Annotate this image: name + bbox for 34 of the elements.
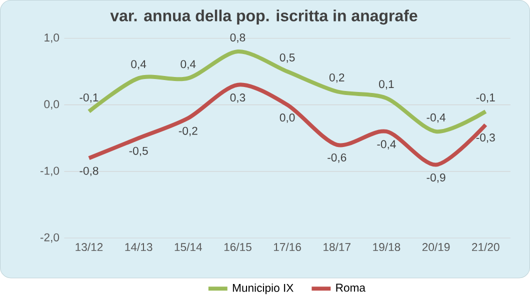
data-label: 0,4 (180, 60, 196, 70)
data-label: 0,5 (280, 53, 295, 63)
data-label: 0,4 (131, 60, 146, 70)
data-label: 0,3 (230, 94, 246, 103)
data-label: 0,2 (329, 73, 344, 83)
x-tick-label: 21/20 (472, 242, 500, 251)
data-label: -0,1 (476, 93, 495, 103)
x-tick-label: 17/16 (274, 242, 301, 251)
y-tick-label: -2,0 (40, 233, 60, 243)
x-tick-label: 16/15 (224, 242, 252, 251)
chart-title: var. annua della pop. iscritta in anagrafe (110, 10, 418, 25)
y-tick-label: 0,0 (44, 100, 60, 110)
data-label: -0,8 (80, 166, 98, 176)
y-tick-label: 1,0 (44, 34, 60, 43)
data-label: -0,2 (178, 126, 198, 136)
data-label: -0,6 (328, 153, 346, 163)
legend-label: Roma (336, 284, 366, 292)
data-label: 0,0 (280, 113, 295, 123)
data-label: -0,4 (426, 113, 446, 123)
x-tick-label: 15/14 (174, 242, 202, 251)
data-label: -0,3 (476, 133, 495, 143)
data-label: -0,5 (129, 146, 148, 156)
data-label: -0,1 (80, 93, 98, 103)
y-tick-label: -1,0 (40, 166, 60, 176)
data-label: 0,8 (230, 33, 246, 43)
data-label: 0,1 (379, 80, 394, 90)
data-label: -0,9 (426, 173, 446, 183)
data-label: -0,4 (377, 140, 396, 150)
x-tick-label: 18/17 (324, 242, 350, 251)
x-tick-label: 19/18 (373, 242, 400, 251)
x-tick-label: 20/19 (422, 242, 450, 251)
x-tick-label: 13/12 (76, 242, 103, 251)
x-tick-label: 14/13 (125, 242, 152, 251)
legend-label: Municipio IX (232, 284, 294, 294)
